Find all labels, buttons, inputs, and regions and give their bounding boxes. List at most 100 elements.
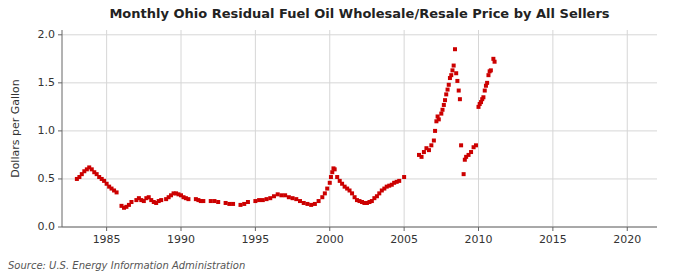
point	[302, 201, 306, 205]
point	[447, 83, 451, 87]
point	[452, 64, 456, 68]
y-axis-label: Dollars per Gallon	[9, 79, 22, 178]
point	[469, 150, 473, 154]
points	[75, 47, 497, 210]
grid	[62, 30, 657, 227]
tick-mark	[478, 227, 479, 231]
tick-mark	[58, 34, 62, 35]
point	[402, 175, 406, 179]
point	[446, 88, 450, 92]
tick-mark	[58, 178, 62, 179]
tick-mark	[58, 82, 62, 83]
point	[201, 199, 205, 203]
point	[246, 200, 250, 204]
point	[458, 97, 462, 101]
grid-line	[627, 30, 628, 227]
point	[433, 129, 437, 133]
tick-label: 1.0	[38, 124, 56, 137]
point	[328, 181, 332, 185]
tick-mark	[106, 227, 107, 231]
axes: 0.00.51.01.52.01985199019952000200520102…	[38, 28, 658, 246]
point	[231, 202, 235, 206]
grid-line	[62, 82, 657, 83]
grid-line	[552, 30, 553, 227]
point	[481, 95, 485, 99]
grid-line	[106, 30, 107, 227]
tick-label: 1990	[167, 233, 195, 246]
tick-label: 0.5	[38, 172, 56, 185]
point	[453, 47, 457, 51]
point	[449, 73, 453, 77]
point	[291, 196, 295, 200]
point	[329, 175, 333, 179]
tick-mark	[404, 227, 405, 231]
point	[459, 143, 463, 147]
tick-mark	[58, 130, 62, 131]
point	[186, 197, 190, 201]
tick-mark	[329, 227, 330, 231]
point	[350, 191, 354, 195]
tick-label: 2020	[613, 233, 641, 246]
point	[224, 201, 228, 205]
point	[257, 198, 261, 202]
tick-mark	[627, 227, 628, 231]
grid-line	[404, 30, 405, 227]
point	[462, 172, 466, 176]
point	[283, 193, 287, 197]
point	[242, 202, 246, 206]
annotation: Source: U.S. Energy Information Administ…	[8, 260, 245, 271]
tick-label: 1995	[241, 233, 269, 246]
point	[320, 195, 324, 199]
point	[265, 197, 269, 201]
point	[493, 60, 497, 64]
grid-line	[62, 130, 657, 131]
point	[115, 190, 119, 194]
point	[279, 193, 283, 197]
grid-line	[478, 30, 479, 227]
point	[313, 202, 317, 206]
point	[227, 202, 231, 206]
chart-container: 0.00.51.01.52.01985199019952000200520102…	[0, 0, 675, 275]
point	[444, 92, 448, 96]
tick-label: 2.0	[38, 28, 56, 41]
title: Monthly Ohio Residual Fuel Oil Wholesale…	[109, 6, 609, 21]
tick-mark	[181, 227, 182, 231]
point	[209, 199, 213, 203]
point	[129, 200, 133, 204]
x-axis-line	[62, 227, 657, 228]
point	[325, 187, 329, 191]
point	[261, 198, 265, 202]
point	[298, 199, 302, 203]
point	[294, 197, 298, 201]
tick-label: 0.0	[38, 220, 56, 233]
point	[457, 89, 461, 93]
point	[323, 191, 327, 195]
point	[443, 98, 447, 102]
point	[317, 199, 321, 203]
point	[485, 81, 489, 85]
point	[159, 198, 163, 202]
tick-label: 1985	[93, 233, 121, 246]
point	[212, 199, 216, 203]
point	[420, 155, 424, 159]
point	[441, 108, 445, 112]
point	[305, 202, 309, 206]
grid-line	[62, 178, 657, 179]
point	[454, 71, 458, 75]
point	[432, 139, 436, 143]
point	[489, 68, 493, 72]
tick-label: 2005	[390, 233, 418, 246]
point	[397, 179, 401, 183]
point	[333, 167, 337, 171]
point	[272, 194, 276, 198]
tick-mark	[58, 227, 62, 228]
point	[474, 143, 478, 147]
point	[442, 103, 446, 107]
point	[216, 200, 220, 204]
grid-line	[329, 30, 330, 227]
point	[439, 112, 443, 116]
point	[429, 143, 433, 147]
tick-mark	[552, 227, 553, 231]
point	[483, 89, 487, 93]
point	[335, 175, 339, 179]
